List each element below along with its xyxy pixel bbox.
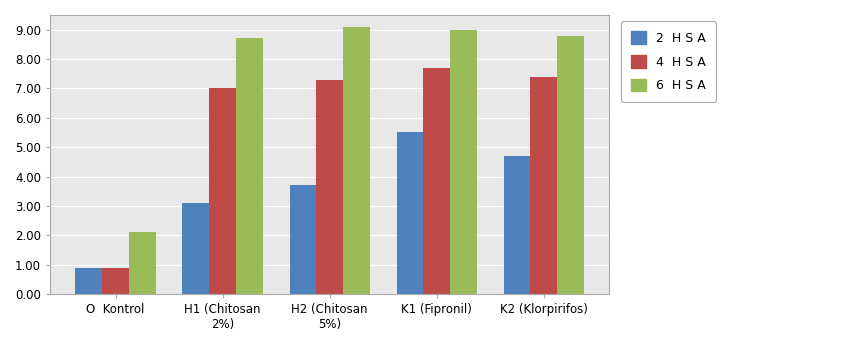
Bar <box>289 185 316 294</box>
Bar <box>423 68 450 294</box>
Bar <box>503 156 531 294</box>
Bar <box>450 30 477 294</box>
Bar <box>316 80 343 294</box>
Bar <box>102 267 129 294</box>
Bar <box>396 133 423 294</box>
Legend: 2  H S A, 4  H S A, 6  H S A: 2 H S A, 4 H S A, 6 H S A <box>621 21 716 102</box>
Bar <box>531 77 557 294</box>
Bar <box>343 27 370 294</box>
Bar <box>75 267 102 294</box>
Bar <box>557 36 584 294</box>
Bar <box>209 89 236 294</box>
Bar <box>129 232 156 294</box>
Bar <box>182 203 209 294</box>
Bar <box>236 38 263 294</box>
